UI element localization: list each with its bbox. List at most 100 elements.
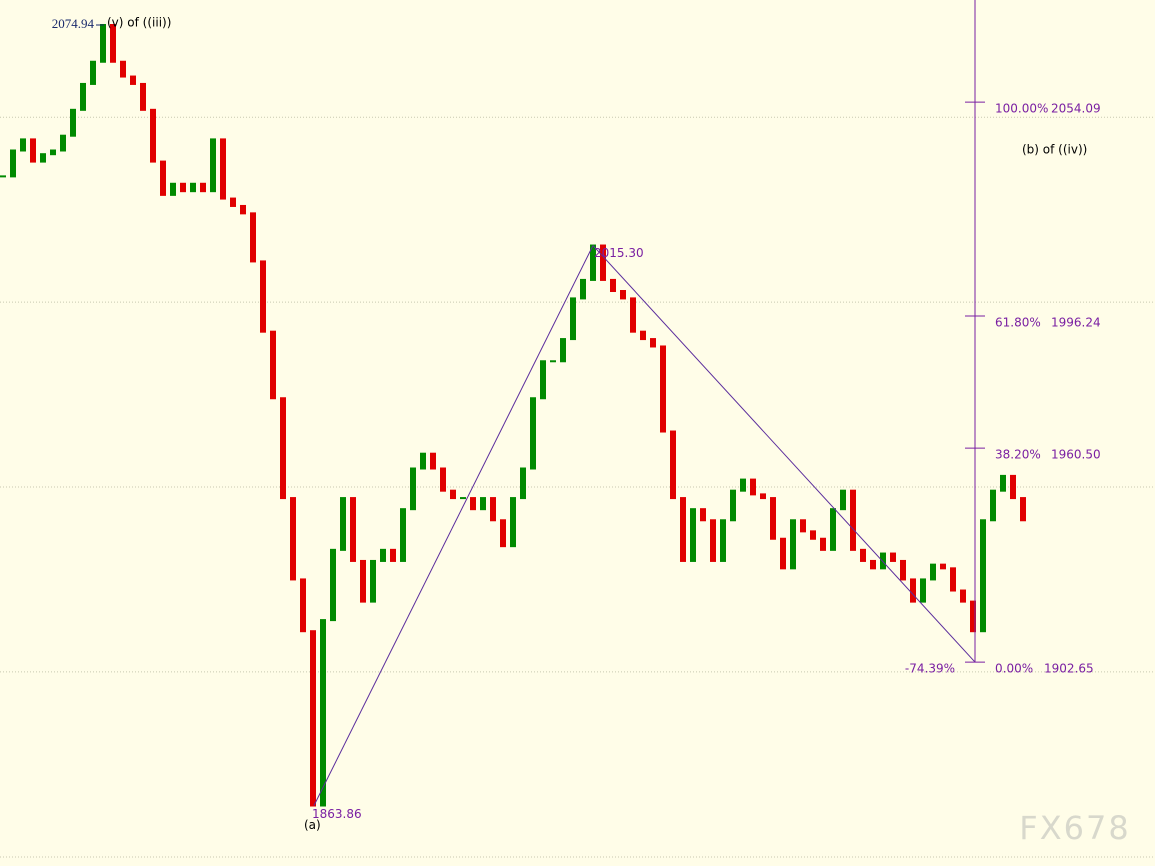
price-bar	[550, 360, 556, 363]
price-bar	[840, 489, 846, 511]
price-bar	[950, 567, 956, 592]
price-bar	[380, 548, 386, 562]
price-bar	[80, 82, 86, 111]
price-bar	[480, 497, 486, 511]
price-bar	[910, 578, 916, 603]
fib-price: 1996.24	[1051, 316, 1101, 330]
price-bar	[530, 397, 536, 470]
price-bar	[720, 519, 726, 562]
price-bar	[980, 519, 986, 633]
price-bar	[140, 82, 146, 111]
fib-price: 2054.09	[1051, 102, 1101, 116]
price-bar	[640, 330, 646, 341]
price-bar	[220, 138, 226, 200]
price-bar	[260, 260, 266, 333]
price-bar	[10, 149, 16, 178]
price-bar	[520, 467, 526, 500]
price-bar	[660, 345, 666, 433]
price-bar	[510, 497, 516, 548]
price-bar	[990, 489, 996, 522]
price-bar	[790, 519, 796, 570]
price-bar	[320, 619, 326, 807]
price-bar	[440, 467, 446, 492]
price-bar	[820, 537, 826, 551]
price-bar	[180, 182, 186, 193]
price-bar	[230, 197, 236, 207]
price-bar	[60, 134, 66, 152]
peak-price-label: 2074.94	[52, 16, 95, 31]
price-bar	[590, 244, 596, 281]
price-bar	[940, 563, 946, 570]
price-bar	[930, 563, 936, 581]
price-bar	[830, 508, 836, 551]
price-bar	[1000, 474, 1006, 492]
price-bar	[50, 149, 56, 156]
price-bar	[570, 297, 576, 341]
fib-percent: 0.00%	[995, 662, 1033, 676]
price-bar	[420, 452, 426, 470]
price-bar	[190, 182, 196, 193]
price-bar	[40, 153, 46, 163]
price-bar	[900, 559, 906, 581]
price-bar	[400, 508, 406, 562]
price-bar	[410, 467, 416, 511]
price-bar	[310, 630, 316, 807]
price-bar	[290, 497, 296, 581]
price-bar	[390, 548, 396, 562]
price-bar	[690, 508, 696, 562]
price-bar	[810, 530, 816, 540]
price-bar	[750, 478, 756, 496]
price-bar	[960, 589, 966, 603]
fib-percent: 100.00%	[995, 102, 1048, 116]
price-bar	[730, 489, 736, 522]
price-bar	[210, 138, 216, 193]
price-bar	[620, 290, 626, 300]
peak-wave-label: (v) of ((iii))	[107, 15, 171, 29]
swing-low-label: 1863.86	[312, 807, 362, 821]
price-bar	[610, 278, 616, 293]
price-bar	[100, 23, 106, 63]
zigzag-end-label: -74.39%	[905, 662, 955, 676]
price-bar	[800, 519, 806, 533]
price-bar	[780, 537, 786, 570]
fib-percent: 61.80%	[995, 316, 1041, 330]
price-bar	[110, 23, 116, 63]
price-bar	[430, 452, 436, 470]
price-bar	[360, 559, 366, 603]
price-bar	[630, 297, 636, 333]
price-bar	[890, 552, 896, 562]
fib-annotation: (b) of ((iv))	[1022, 143, 1087, 157]
price-bar	[20, 138, 26, 152]
price-bar	[540, 360, 546, 400]
price-bar	[280, 397, 286, 500]
fib-percent: 38.20%	[995, 448, 1041, 462]
price-bar	[860, 548, 866, 562]
price-bar	[600, 244, 606, 281]
price-bar	[160, 160, 166, 196]
price-bar	[240, 204, 246, 215]
price-bar	[460, 497, 466, 500]
price-bar	[700, 508, 706, 522]
price-bar	[560, 338, 566, 363]
price-bar	[970, 600, 976, 633]
price-bar	[770, 497, 776, 540]
price-bar	[150, 108, 156, 163]
price-bar	[170, 182, 176, 196]
price-bar	[710, 519, 716, 562]
price-bar	[850, 489, 856, 551]
fib-price: 1960.50	[1051, 448, 1101, 462]
price-bar	[350, 497, 356, 562]
price-bar	[200, 182, 206, 193]
watermark: FX678	[1019, 809, 1130, 847]
price-bar	[370, 559, 376, 603]
price-bar	[330, 548, 336, 622]
wave-label: (a)	[304, 818, 321, 832]
zigzag-down	[592, 245, 976, 663]
price-bar	[920, 578, 926, 603]
price-bar	[1010, 474, 1016, 500]
price-bar	[120, 60, 126, 78]
swing-high-label: 2015.30	[594, 246, 644, 260]
price-bar	[740, 478, 746, 492]
